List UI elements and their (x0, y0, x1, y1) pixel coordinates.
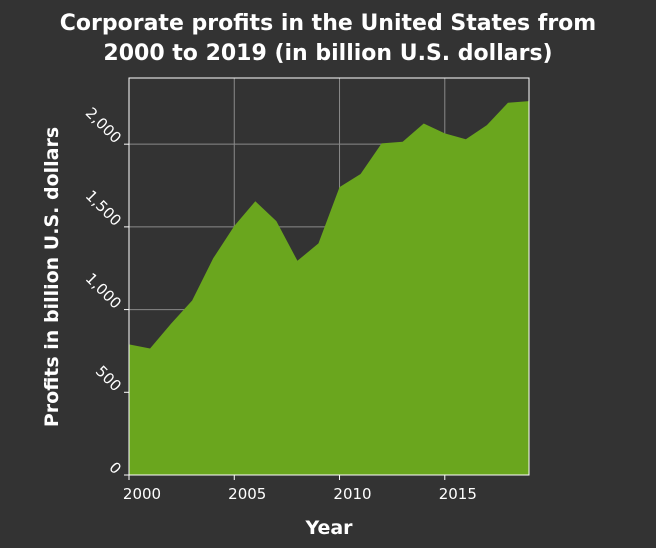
profit-area (129, 101, 529, 475)
y-tick-label: 2,000 (82, 104, 125, 147)
x-tick-label: 2000 (123, 485, 161, 503)
plot-frame (128, 77, 530, 476)
y-tick-label: 1,500 (82, 187, 125, 230)
chart-title-line-2: 2000 to 2019 (in billion U.S. dollars) (103, 41, 552, 66)
x-tick-label: 2015 (439, 485, 477, 503)
x-tick-label: 2010 (333, 485, 371, 503)
chart-title-line-1: Corporate profits in the United States f… (60, 11, 596, 36)
y-tick-label: 500 (92, 362, 125, 395)
y-axis-label: Profits in billion U.S. dollars (41, 127, 63, 427)
area-layer (129, 101, 529, 475)
x-axis-label: Year (304, 517, 353, 539)
x-tick-label: 2005 (228, 485, 266, 503)
y-tick-label: 1,000 (82, 269, 125, 312)
y-tick-label: 0 (105, 458, 124, 477)
